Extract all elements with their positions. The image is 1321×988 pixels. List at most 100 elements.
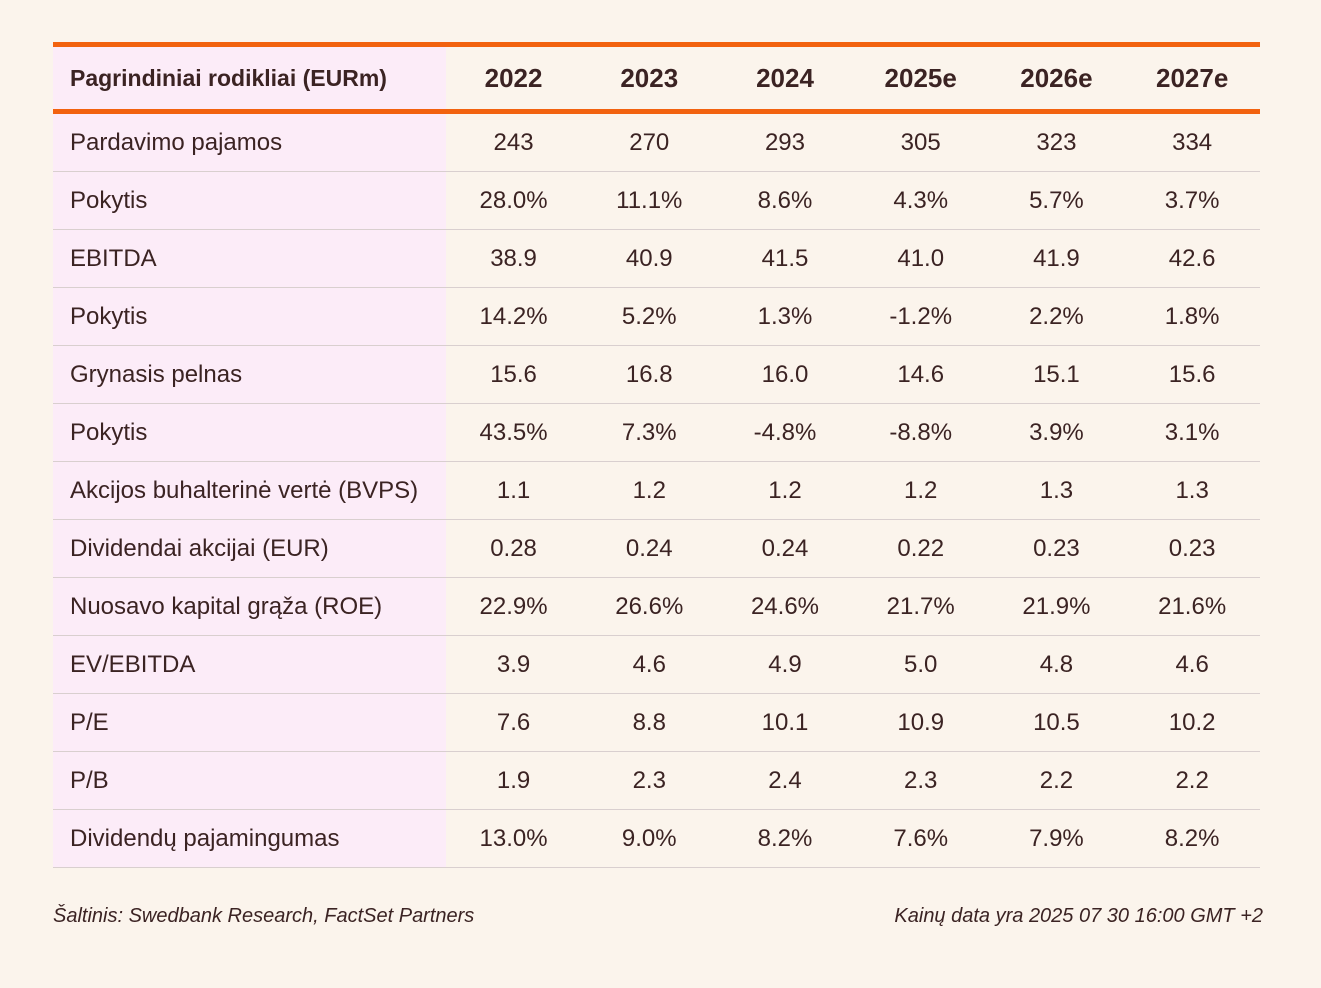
table-cell: 8.2% xyxy=(1164,824,1220,852)
table-cell: 5.2% xyxy=(621,302,677,330)
table-row: EBITDA 38.9 40.9 41.5 41.0 41.9 42.6 xyxy=(53,230,1260,288)
table-cell: 1.3 xyxy=(1039,476,1074,504)
table-row: EV/EBITDA 3.9 4.6 4.9 5.0 4.8 4.6 xyxy=(53,636,1260,694)
table-cell: 3.9% xyxy=(1029,418,1084,446)
row-label: Dividendai akcijai (EUR) xyxy=(53,520,446,577)
table-cell: 41.9 xyxy=(1033,244,1080,272)
table-cell: 13.0% xyxy=(479,824,548,852)
table-cell: 1.3 xyxy=(1175,476,1209,504)
table-cell: 3.9 xyxy=(496,650,531,678)
table-cell: 21.6% xyxy=(1158,592,1227,620)
table-cell: 0.22 xyxy=(897,534,945,562)
table-cell: 41.0 xyxy=(897,244,945,272)
table-cell: -1.2% xyxy=(889,302,953,330)
price-date-note: Kainų data yra 2025 07 30 16:00 GMT +2 xyxy=(894,905,1263,927)
table-cell: 7.3% xyxy=(621,418,677,446)
table-cell: 5.7% xyxy=(1029,186,1084,214)
table-cell: 21.9% xyxy=(1022,592,1091,620)
source-note: Šaltinis: Swedbank Research, FactSet Par… xyxy=(53,905,475,927)
table-cell: 8.2% xyxy=(757,824,813,852)
table-cell: 10.5 xyxy=(1033,708,1080,736)
table-cell: 16.8 xyxy=(625,360,673,388)
table-cell: 10.1 xyxy=(761,708,809,736)
table-cell: 15.6 xyxy=(1168,360,1216,388)
table-cell: 26.6% xyxy=(615,592,684,620)
table-body: Pardavimo pajamos 243 270 293 305 323 334 Pokyt… xyxy=(53,114,1260,868)
year-header: 2023 xyxy=(620,62,679,93)
table-cell: 15.6 xyxy=(490,360,537,388)
table-cell: 9.0% xyxy=(621,824,677,852)
table-cell: 1.8% xyxy=(1164,302,1220,330)
table-cell: 0.24 xyxy=(761,534,809,562)
table-cell: 243 xyxy=(493,128,534,156)
table-row: P/E 7.6 8.8 10.1 10.9 10.5 10.2 xyxy=(53,694,1260,752)
table-cell: 5.0 xyxy=(904,650,938,678)
table-cell: 3.1% xyxy=(1164,418,1220,446)
row-label: EV/EBITDA xyxy=(53,636,446,693)
table-cell: 22.9% xyxy=(479,592,548,620)
table-cell: 7.6 xyxy=(496,708,531,736)
table-cell: 0.23 xyxy=(1168,534,1216,562)
table-row: Dividendai akcijai (EUR) 0.28 0.24 0.24 0.22… xyxy=(53,520,1260,578)
year-header: 2025e xyxy=(884,62,957,93)
table-cell: 323 xyxy=(1036,128,1077,156)
table-cell: 2.2% xyxy=(1029,302,1084,330)
table-cell: 0.28 xyxy=(490,534,537,562)
table-cell: 1.3% xyxy=(757,302,813,330)
table-cell: 2.4 xyxy=(768,766,802,794)
table-cell: 10.9 xyxy=(897,708,945,736)
table-cell: 2.2 xyxy=(1175,766,1209,794)
table-row: Pokytis 14.2% 5.2% 1.3% -1.2% 2.2% 1.8% xyxy=(53,288,1260,346)
table-row: Nuosavo kapital grąža (ROE) 22.9% 26.6% 24.… xyxy=(53,578,1260,636)
table-cell: 24.6% xyxy=(750,592,820,620)
table-row: Pardavimo pajamos 243 270 293 305 323 334 xyxy=(53,114,1260,172)
row-label: P/B xyxy=(53,752,446,809)
year-header: 2026e xyxy=(1020,62,1093,93)
table-row: Pokytis 43.5% 7.3% -4.8% -8.8% 3.9% 3.1% xyxy=(53,404,1260,462)
table-cell: 7.9% xyxy=(1029,824,1084,852)
table-cell: 8.6% xyxy=(757,186,813,214)
table-cell: 28.0% xyxy=(479,186,548,214)
table-cell: 2.3 xyxy=(632,766,666,794)
header-label: Pagrindiniai rodikliai (EURm) xyxy=(53,47,446,109)
table-cell: 4.3% xyxy=(893,186,949,214)
table-cell: 1.2 xyxy=(768,476,802,504)
year-header: 2022 xyxy=(484,62,543,93)
table-cell: 11.1% xyxy=(616,186,683,214)
table-cell: 38.9 xyxy=(490,244,537,272)
row-label: Pardavimo pajamos xyxy=(53,114,446,171)
table-cell: 4.6 xyxy=(632,650,666,678)
table-cell: -4.8% xyxy=(753,418,817,446)
table-cell: 1.1 xyxy=(496,476,531,504)
row-label: Grynasis pelnas xyxy=(53,346,446,403)
table-row: Pokytis 28.0% 11.1% 8.6% 4.3% 5.7% 3.7% xyxy=(53,172,1260,230)
table-cell: 334 xyxy=(1172,128,1213,156)
table-cell: 2.2 xyxy=(1039,766,1074,794)
table-cell: 305 xyxy=(900,128,941,156)
row-label: Pokytis xyxy=(53,288,446,345)
table-cell: 7.6% xyxy=(893,824,949,852)
table-cell: 3.7% xyxy=(1164,186,1220,214)
table-cell: 4.8 xyxy=(1039,650,1074,678)
table-cell: 4.6 xyxy=(1175,650,1209,678)
row-label: P/E xyxy=(53,694,446,751)
table-cell: 15.1 xyxy=(1033,360,1080,388)
table-header-row: Pagrindiniai rodikliai (EURm) 2022 2023 … xyxy=(53,47,1260,114)
table-cell: 42.6 xyxy=(1168,244,1216,272)
table-cell: -8.8% xyxy=(889,418,953,446)
table-row: Grynasis pelnas 15.6 16.8 16.0 14.6 15.1 15.6 xyxy=(53,346,1260,404)
table-cell: 1.9 xyxy=(496,766,531,794)
table-cell: 1.2 xyxy=(632,476,666,504)
row-label: Nuosavo kapital grąža (ROE) xyxy=(53,578,446,635)
table-cell: 0.23 xyxy=(1033,534,1080,562)
key-metrics-table: Pagrindiniai rodikliai (EURm) 2022 2023 … xyxy=(53,42,1260,868)
table-cell: 2.3 xyxy=(904,766,938,794)
row-label: Dividendų pajamingumas xyxy=(53,810,446,867)
row-label: Pokytis xyxy=(53,172,446,229)
table-row: Dividendų pajamingumas 13.0% 9.0% 8.2% 7.6% 7… xyxy=(53,810,1260,868)
table-cell: 14.2% xyxy=(479,302,548,330)
table-row: P/B 1.9 2.3 2.4 2.3 2.2 2.2 xyxy=(53,752,1260,810)
table-cell: 21.7% xyxy=(886,592,955,620)
table-top-rule xyxy=(53,42,1260,47)
table-cell: 14.6 xyxy=(897,360,945,388)
